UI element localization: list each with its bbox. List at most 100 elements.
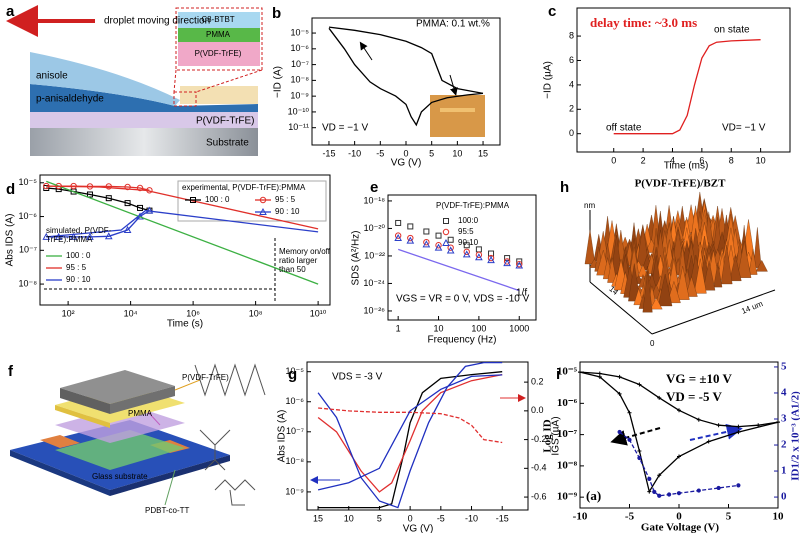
marker: [627, 410, 632, 415]
y-tick-label: 10⁻⁵: [286, 366, 305, 376]
legend-swatch: [443, 218, 449, 224]
x-tick-label: 0: [408, 513, 413, 523]
x-tick-label: 10⁴: [124, 308, 138, 318]
marker: [423, 228, 430, 235]
marker: [487, 256, 495, 264]
x-tick-label: 10: [434, 323, 444, 333]
annotation: off state: [606, 123, 642, 134]
legend-swatch: [259, 196, 267, 204]
afm-peak: [755, 259, 768, 272]
legend-swatch: [442, 228, 450, 236]
y-axis-label: −ID (µA): [543, 61, 554, 99]
marker: [736, 430, 741, 435]
marker: [578, 370, 582, 375]
layer-label: p-anisaldehyde: [36, 94, 104, 105]
data-line: [46, 209, 319, 238]
y-tick-label: 10⁻²⁶: [364, 305, 386, 315]
marker: [617, 374, 622, 379]
y2-tick-label: 0.0: [531, 405, 544, 415]
legend-box: [177, 180, 327, 222]
y-tick-label: 10⁻⁸: [290, 75, 309, 85]
marker: [637, 455, 642, 461]
layer-label: P(VDF-TrFE): [196, 116, 255, 127]
marker: [516, 258, 523, 265]
y-tick-label: 10⁻⁹: [285, 486, 304, 496]
marker: [617, 391, 622, 396]
y-tick-label: 10⁻⁸: [18, 278, 37, 288]
x-tick-label: 1: [396, 323, 401, 333]
y-tick-label: 10⁻⁵: [557, 366, 578, 378]
marker: [124, 183, 131, 191]
x-tick-label: -10: [573, 511, 588, 523]
arrow: [610, 427, 661, 446]
marker: [394, 234, 403, 242]
marker: [657, 473, 662, 478]
marker: [676, 491, 682, 496]
x-tick-label: 10: [756, 155, 766, 165]
y-tick-label: 0: [569, 128, 574, 138]
y2-tick-label: 1: [781, 465, 787, 477]
afm-peak: [642, 270, 653, 313]
marker: [463, 248, 470, 256]
marker: [86, 191, 93, 198]
x-tick-label: 0: [403, 148, 408, 158]
y-tick-label: 10⁻²⁴: [363, 278, 385, 288]
marker: [406, 236, 415, 244]
marker: [488, 250, 495, 257]
y-tick-label: 10⁻⁷: [291, 59, 309, 69]
marker: [69, 232, 78, 240]
panel-label: e: [370, 179, 378, 196]
data-line: [317, 361, 503, 509]
y-tick-label: 10⁻⁶: [19, 211, 38, 221]
y-axis-label: Abs IDS (A): [277, 410, 288, 463]
diagram-f: P(VDF-TrFE) PMMA Glass substrate PDBT-co…: [10, 363, 266, 515]
afm-peak: [584, 229, 596, 265]
afm-peak: [748, 249, 758, 275]
x-tick-label: 10⁶: [186, 308, 200, 318]
y-tick-label: 10⁻²⁰: [364, 223, 386, 233]
plot-frame: [387, 194, 537, 321]
y-tick-label: 8: [569, 30, 574, 40]
marker: [54, 232, 63, 240]
y-axis-label: SDS (A²/Hz): [351, 231, 362, 286]
afm-peak: [658, 273, 673, 307]
y2-tick-label: 0.2: [531, 376, 544, 386]
marker: [756, 423, 761, 428]
data-line: [318, 407, 503, 444]
y-axis-label: Log ID: [542, 419, 554, 452]
plot-frame: [576, 7, 791, 153]
x-tick-label: 100: [471, 323, 486, 333]
marker: [422, 240, 431, 248]
afm-peak: [729, 255, 742, 282]
panel-label: h: [560, 179, 569, 196]
axis-label: nm: [584, 201, 595, 210]
data-line: [328, 26, 484, 95]
data-line: [317, 373, 503, 493]
x-tick-label: 2: [641, 155, 646, 165]
marker: [617, 429, 622, 435]
y-tick-label: 10⁻⁶: [557, 397, 578, 409]
diagram-a: droplet moving direction C8-BTBT PMMA P(…: [6, 5, 263, 156]
legend-label: 90:10: [458, 238, 479, 247]
x-tick-label: 8: [729, 155, 734, 165]
y-tick-label: 10⁻⁶: [291, 43, 310, 53]
annotation: 1/f: [516, 288, 527, 299]
layer-label: anisole: [36, 71, 68, 82]
x-tick-label: 10²: [62, 308, 75, 318]
x-tick-label: 4: [670, 155, 675, 165]
afm-peak: [737, 241, 752, 278]
data-line: [613, 39, 761, 135]
x-tick-label: -5: [437, 513, 445, 523]
data-line: [317, 374, 503, 491]
x-tick-label: -10: [465, 513, 478, 523]
x-axis-label: VG (V): [403, 524, 434, 533]
y-tick-label: 10⁻¹⁰: [288, 106, 310, 116]
marker: [503, 258, 511, 265]
x-tick-label: 1000: [509, 323, 529, 333]
x-tick-label: 5: [726, 511, 732, 523]
marker: [105, 183, 112, 190]
x-tick-label: 15: [313, 513, 323, 523]
x-tick-label: -10: [348, 148, 361, 158]
x-tick-label: -5: [376, 148, 384, 158]
